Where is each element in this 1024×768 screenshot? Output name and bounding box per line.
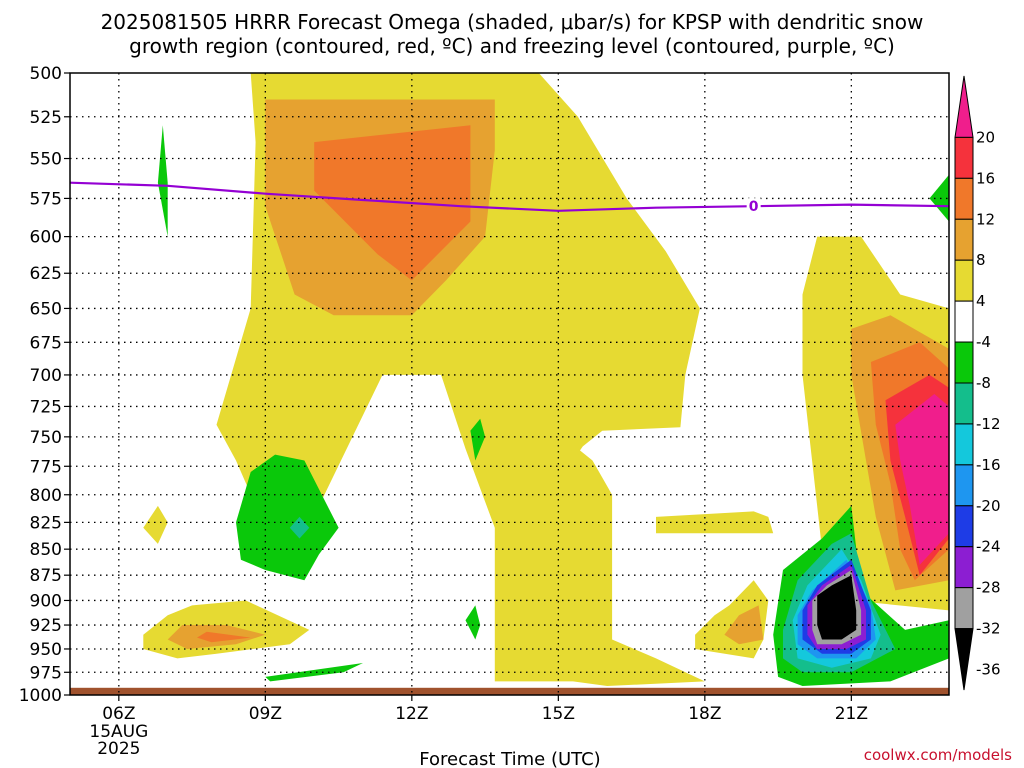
x-axis-label: Forecast Time (UTC) — [419, 749, 600, 768]
y-tick-label-1000: 1000 — [19, 686, 62, 706]
colorbar-label-11: -28 — [976, 579, 1001, 597]
colorbar-swatch-1 — [954, 136, 974, 179]
y-tick-label-975: 975 — [30, 663, 62, 683]
colorbar-label-12: -32 — [976, 620, 1001, 638]
colorbar-swatch-2 — [954, 177, 974, 220]
chart-title-line-1: 2025081505 HRRR Forecast Omega (shaded, … — [101, 10, 924, 34]
colorbar-label-8: -16 — [976, 456, 1001, 474]
y-tick-label-725: 725 — [30, 397, 62, 417]
omega-region-19 — [895, 394, 949, 565]
x-tick-sublabel-1: 2025 — [97, 739, 140, 759]
colorbar-label-9: -20 — [976, 497, 1001, 515]
y-tick-label-775: 775 — [30, 457, 62, 477]
omega-region-8 — [143, 505, 168, 544]
y-tick-label-875: 875 — [30, 566, 62, 586]
colorbar-label-13: -36 — [976, 661, 1001, 679]
x-tick-label-15: 15Z — [542, 704, 575, 724]
freezing-level-contour: 0 — [69, 181, 950, 215]
omega-shading — [70, 73, 949, 695]
colorbar-label-5: -4 — [976, 333, 991, 351]
y-tick-label-925: 925 — [30, 616, 62, 636]
colorbar-bottom-arrow — [954, 628, 974, 691]
colorbar-swatch-6 — [954, 341, 974, 384]
colorbar-label-6: -8 — [976, 374, 991, 392]
y-tick-label-675: 675 — [30, 333, 62, 353]
y-tick-label-600: 600 — [30, 228, 62, 248]
y-tick-label-850: 850 — [30, 540, 62, 560]
colorbar-swatch-4 — [954, 259, 974, 302]
omega-region-7 — [197, 631, 251, 643]
watermark: coolwx.com/models — [864, 746, 1012, 764]
y-tick-label-550: 550 — [30, 150, 62, 170]
x-tick-label-18: 18Z — [688, 704, 721, 724]
omega-region-2 — [656, 511, 774, 534]
omega-region-1 — [494, 448, 705, 686]
colorbar-label-1: 16 — [976, 169, 995, 187]
colorbar-label-4: 4 — [976, 292, 986, 310]
y-tick-label-625: 625 — [30, 264, 62, 284]
colorbar: 20 16 12 8 4 -4 -8 -12 -16 -20 -24 -28 -32 -36 — [954, 75, 1001, 691]
x-tick-label-9: 09Z — [249, 704, 282, 724]
y-tick-label-900: 900 — [30, 591, 62, 611]
colorbar-label-7: -12 — [976, 415, 1001, 433]
colorbar-swatch-10 — [954, 505, 974, 548]
colorbar-label-2: 12 — [976, 210, 995, 228]
grid-lines — [70, 73, 949, 695]
y-tick-label-500: 500 — [30, 64, 62, 84]
omega-region-12 — [470, 418, 486, 461]
colorbar-swatch-11 — [954, 546, 974, 589]
colorbar-label-3: 8 — [976, 251, 986, 269]
y-tick-label-950: 950 — [30, 640, 62, 660]
omega-region-10 — [236, 454, 339, 581]
omega-region-29 — [817, 575, 857, 640]
freezing-level-label-bg — [746, 198, 761, 215]
colorbar-swatch-9 — [954, 464, 974, 507]
y-tick-label-750: 750 — [30, 428, 62, 448]
omega-region-14 — [265, 663, 363, 682]
omega-region-9 — [157, 125, 168, 237]
freezing-level-line — [69, 181, 950, 212]
y-tick-label-575: 575 — [30, 189, 62, 209]
omega-region-13 — [465, 605, 481, 640]
x-tick-label-12: 12Z — [395, 704, 428, 724]
chart-title-line-2: growth region (contoured, red, ºC) and f… — [129, 34, 895, 58]
colorbar-label-0: 20 — [976, 128, 995, 146]
plot-frame — [69, 72, 950, 696]
colorbar-swatch-3 — [954, 218, 974, 261]
omega-region-21 — [724, 605, 764, 645]
y-tick-label-650: 650 — [30, 299, 62, 319]
colorbar-label-10: -24 — [976, 538, 1001, 556]
x-tick-label-21: 21Z — [835, 704, 868, 724]
y-tick-label-700: 700 — [30, 366, 62, 386]
colorbar-swatch-5 — [954, 300, 974, 343]
y-tick-label-825: 825 — [30, 513, 62, 533]
surface-band — [70, 687, 949, 695]
colorbar-top-arrow — [954, 75, 974, 138]
colorbar-swatch-7 — [954, 382, 974, 425]
colorbar-swatch-8 — [954, 423, 974, 466]
y-tick-label-525: 525 — [30, 108, 62, 128]
pressure-axis: 500 525 550 575 600 625 650 675 700 725 750 775 800 8… — [19, 64, 70, 706]
colorbar-swatch-12 — [954, 587, 974, 630]
x-tick-label-6: 06Z — [102, 704, 135, 724]
omega-region-11 — [289, 516, 310, 539]
omega-region-30 — [929, 174, 949, 222]
x-tick-sublabel-0: 15AUG — [89, 722, 148, 742]
freezing-level-label: 0 — [749, 199, 759, 215]
y-tick-label-800: 800 — [30, 486, 62, 506]
